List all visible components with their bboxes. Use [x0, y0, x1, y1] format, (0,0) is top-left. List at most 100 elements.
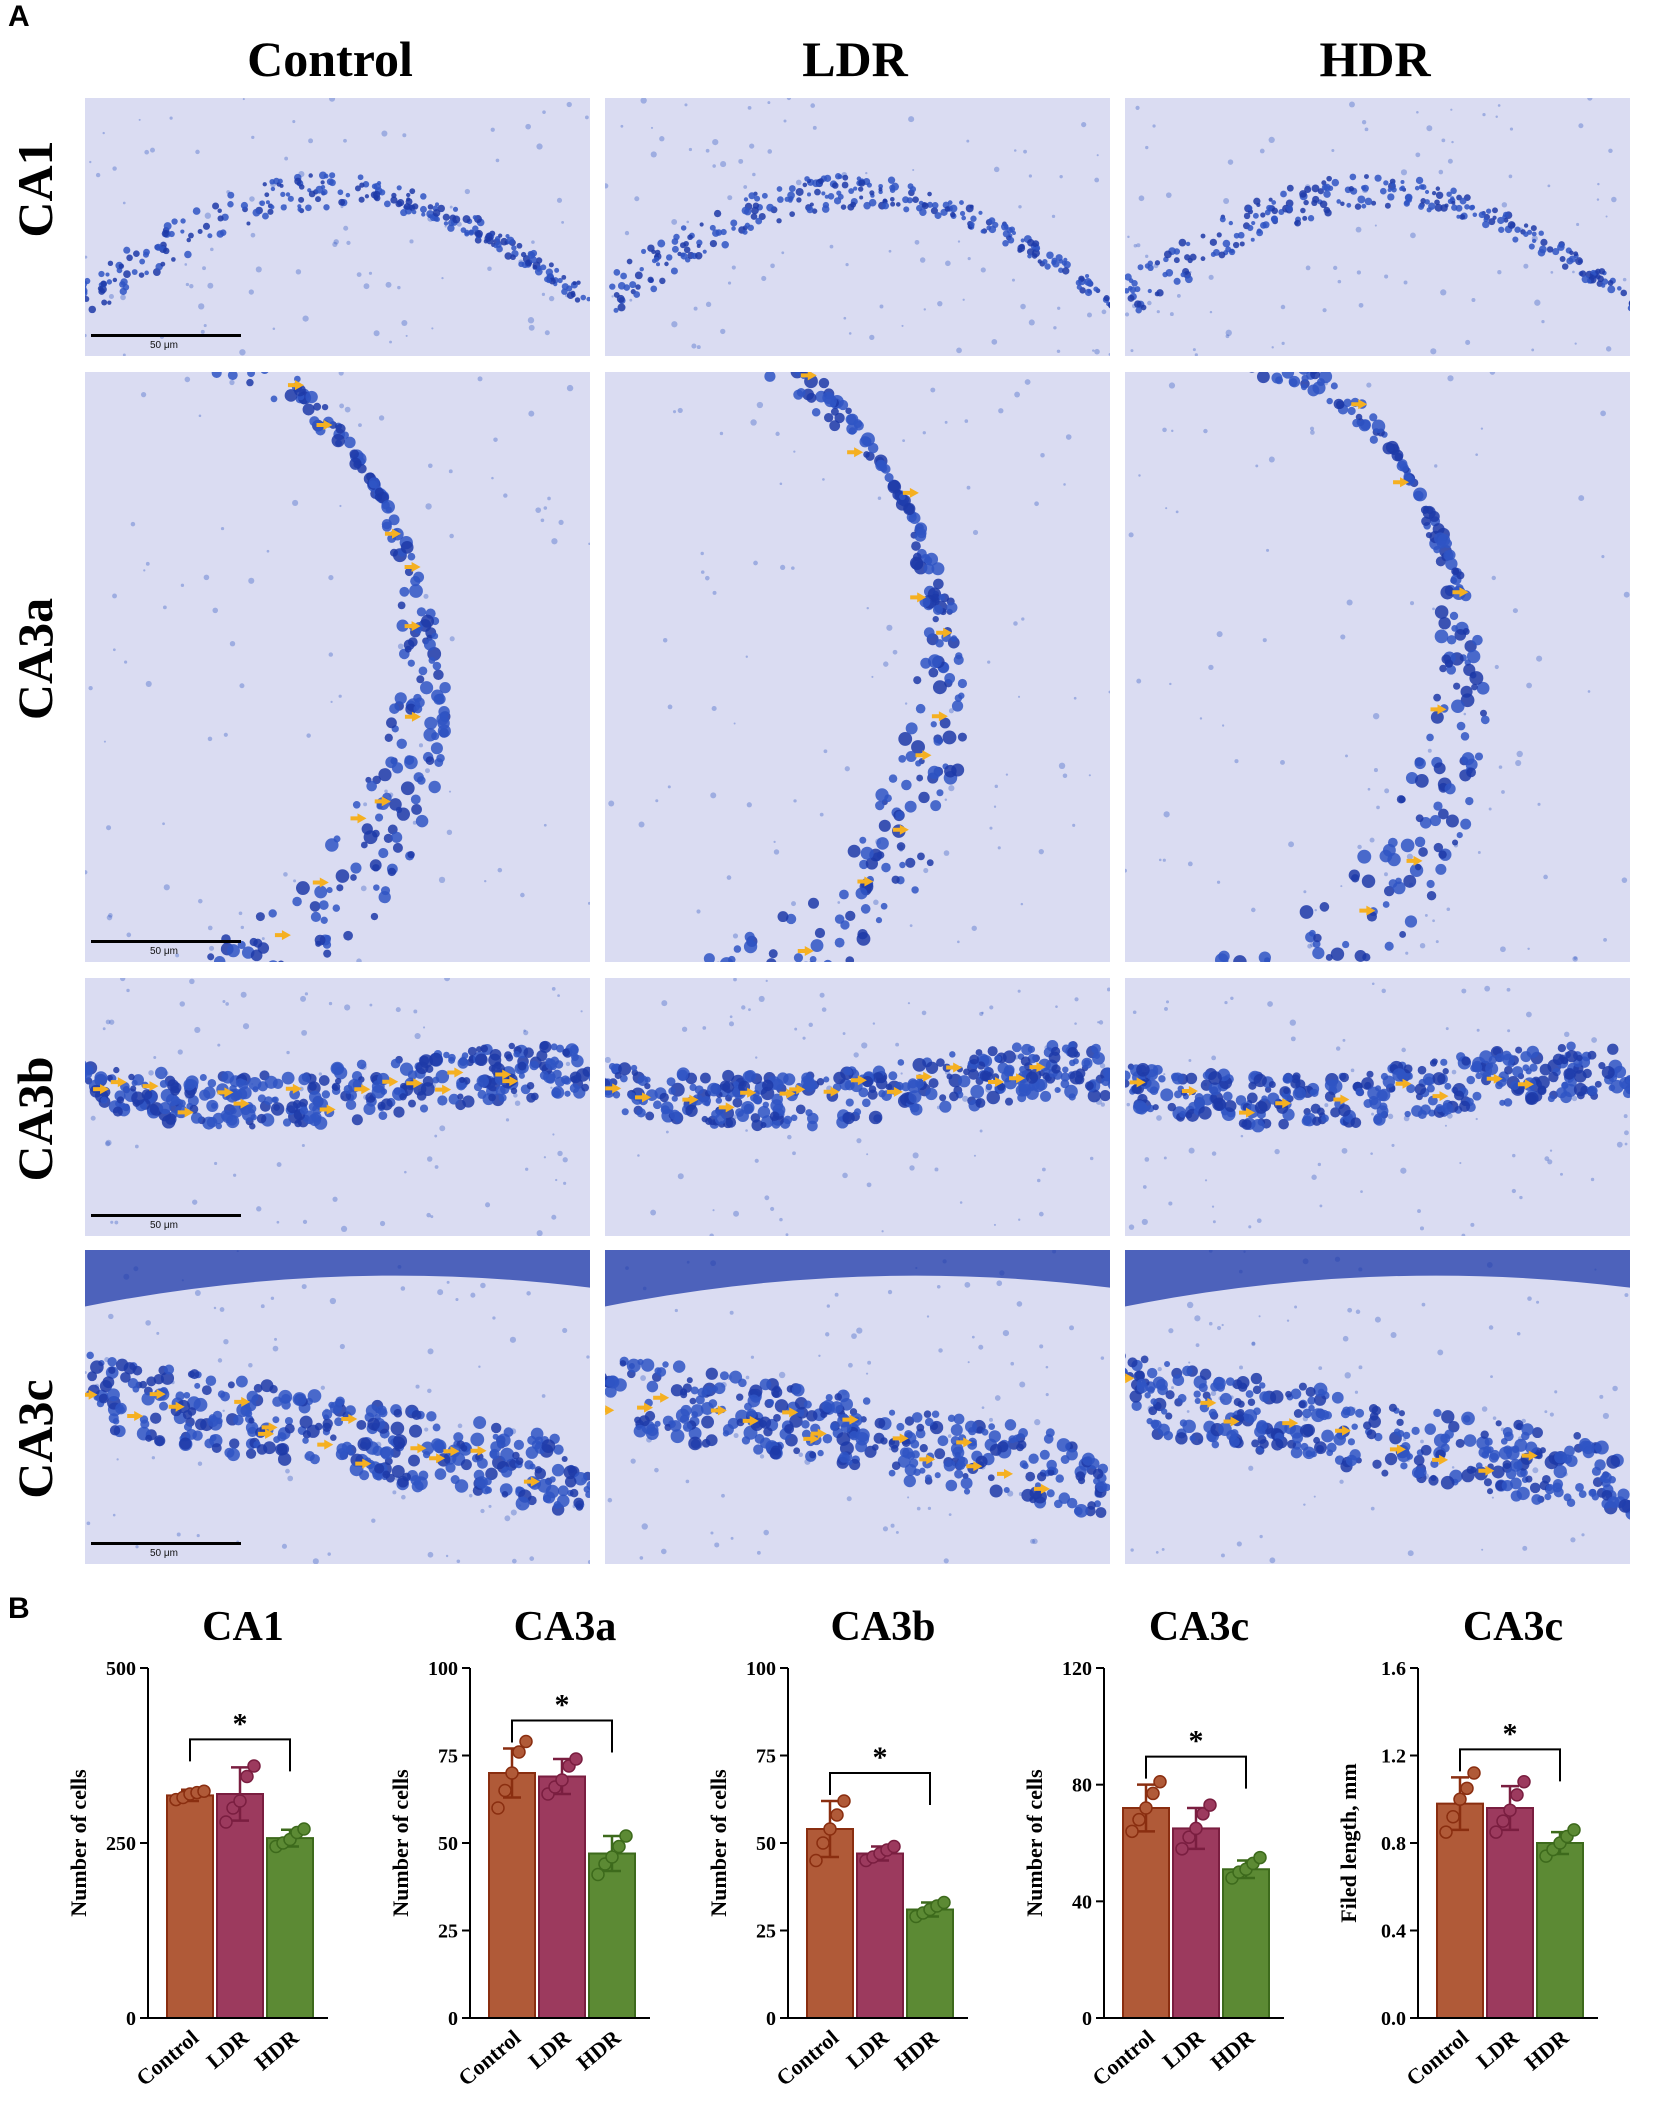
data-point	[1139, 1801, 1153, 1815]
x-tick-label: LDR	[524, 2024, 577, 2074]
significance-bracket	[511, 1719, 613, 1753]
data-point	[491, 1801, 505, 1815]
scale-bar	[91, 334, 241, 337]
bar-hdr	[906, 1908, 954, 2019]
data-point	[219, 1815, 233, 1829]
data-point	[1175, 1842, 1189, 1856]
column-header-ldr: LDR	[802, 31, 908, 87]
data-point	[519, 1734, 533, 1749]
chart-3: CA3c 0 40 80 120 Number of cells ControlLDRHDR…	[1022, 1604, 1284, 2091]
bar-ldr	[856, 1852, 904, 2019]
data-point	[830, 1808, 844, 1822]
x-tick-label: Control	[1087, 2025, 1159, 2091]
data-point	[569, 1752, 583, 1766]
significance-bracket	[1145, 1755, 1247, 1789]
y-tick-label: 0.4	[1381, 1921, 1406, 1943]
y-tick-label: 0	[766, 2008, 776, 2030]
x-tick-label: HDR	[1206, 2024, 1260, 2075]
significance-bracket	[829, 1772, 931, 1805]
y-tick-label: 100	[746, 1658, 776, 1680]
significance-label: *	[233, 1707, 248, 1740]
data-point	[816, 1836, 830, 1850]
column-header-hdr: HDR	[1319, 31, 1431, 87]
data-point	[1125, 1824, 1139, 1839]
y-tick-label: 0	[126, 2008, 136, 2030]
y-axis-label: Number of cells	[66, 1769, 91, 1917]
data-point	[1510, 1788, 1524, 1802]
scale-bar	[91, 1542, 241, 1545]
data-point	[197, 1784, 211, 1798]
column-header-control: Control	[247, 31, 413, 87]
y-tick-label: 80	[1072, 1775, 1092, 1797]
micrograph-ca3b-control	[85, 978, 590, 1236]
significance-label: *	[1503, 1717, 1518, 1750]
chart-title: CA3a	[514, 1604, 617, 1650]
significance-label: *	[555, 1689, 570, 1722]
data-point	[1567, 1823, 1581, 1837]
significance-label: *	[1189, 1725, 1204, 1758]
row-header-ca3a: CA3a	[7, 597, 63, 721]
y-axis-label: Number of cells	[1022, 1769, 1047, 1917]
y-tick-label: 0	[1082, 2008, 1092, 2030]
x-tick-label: HDR	[890, 2024, 944, 2075]
y-tick-label: 0.8	[1381, 1833, 1406, 1855]
data-point	[887, 1839, 901, 1854]
y-tick-label: 500	[106, 1658, 136, 1680]
micrograph-ca3a-hdr	[1125, 372, 1630, 962]
data-point	[1146, 1786, 1160, 1801]
y-tick-label: 0.0	[1381, 2008, 1406, 2030]
data-point	[1496, 1814, 1510, 1828]
y-tick-label: 75	[756, 1746, 776, 1768]
x-tick-label: HDR	[572, 2024, 626, 2075]
micrograph-ca3a-control	[85, 372, 590, 962]
chart-title: CA1	[202, 1604, 284, 1650]
bar-control	[166, 1794, 214, 2019]
data-point	[1203, 1798, 1217, 1812]
data-point	[233, 1794, 247, 1808]
micrograph-ca3b-ldr	[605, 978, 1110, 1236]
bar-ldr	[1172, 1827, 1220, 2019]
chart-4: CA3c 0.0 0.4 0.8 1.2 1.6 Filed length, mm Contr…	[1336, 1604, 1598, 2091]
x-tick-label: HDR	[250, 2024, 304, 2075]
bar-ldr	[1486, 1807, 1534, 2019]
panel-b-label: B	[8, 1592, 30, 1625]
data-point	[512, 1745, 526, 1759]
data-point	[1182, 1830, 1196, 1844]
bar-hdr	[1536, 1842, 1584, 2019]
scale-label: 50 μm	[150, 340, 178, 351]
scale-bar	[91, 940, 241, 943]
data-point	[937, 1895, 951, 1910]
x-tick-label: LDR	[842, 2024, 895, 2074]
y-tick-label: 120	[1062, 1658, 1092, 1680]
data-point	[1489, 1825, 1503, 1839]
y-axis-label: Filed length, mm	[1336, 1763, 1361, 1923]
micrograph-ca1-control	[85, 98, 590, 356]
significance-label: *	[873, 1741, 888, 1774]
data-point	[809, 1853, 823, 1868]
y-axis-label: Number of cells	[706, 1769, 731, 1917]
data-point	[605, 1850, 619, 1864]
data-point	[247, 1759, 261, 1773]
row-header-ca1: CA1	[7, 140, 63, 238]
bar-hdr	[266, 1837, 314, 2019]
row-header-ca3b: CA3b	[7, 1056, 63, 1182]
scale-label: 50 μm	[150, 946, 178, 957]
chart-title: CA3c	[1149, 1604, 1249, 1650]
y-tick-label: 250	[106, 1833, 136, 1855]
scale-label: 50 μm	[150, 1548, 178, 1559]
micrograph-ca3a-ldr	[605, 372, 1110, 962]
chart-title: CA3b	[830, 1604, 935, 1650]
y-tick-label: 50	[756, 1833, 776, 1855]
data-point	[1132, 1812, 1146, 1827]
scale-bar	[91, 1214, 241, 1217]
data-point	[505, 1766, 519, 1780]
y-tick-label: 1.2	[1381, 1746, 1406, 1768]
micrograph-ca3c-control	[85, 1250, 590, 1564]
micrograph-ca3c-hdr	[1125, 1250, 1630, 1564]
bar-ldr	[538, 1775, 586, 2019]
y-axis-label: Number of cells	[388, 1769, 413, 1917]
data-point	[1253, 1850, 1267, 1865]
data-point	[1503, 1803, 1517, 1817]
x-tick-label: HDR	[1520, 2024, 1574, 2075]
